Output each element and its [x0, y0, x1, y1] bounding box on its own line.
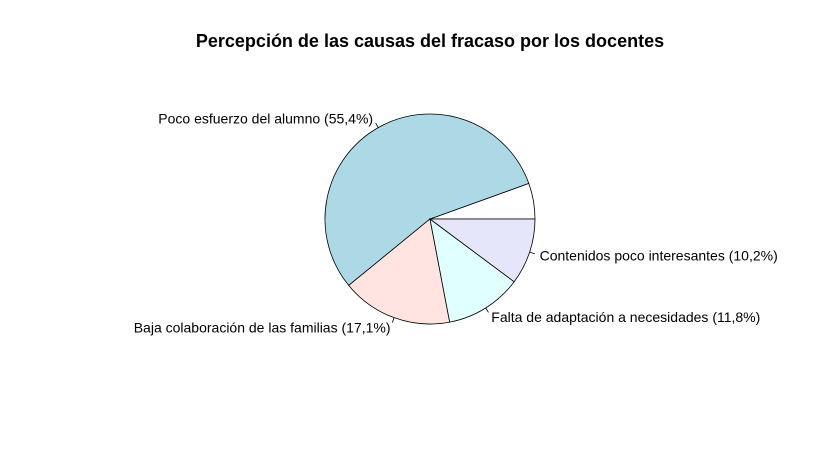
pie-slices	[324, 113, 536, 325]
pie-label-4: Falta de adaptación a necesidades (11,8%…	[491, 309, 760, 325]
pie-leader-line-2	[375, 122, 379, 128]
pie-slice-5	[428, 218, 536, 283]
pie-slice-2	[324, 113, 530, 286]
pie-leader-lines	[375, 122, 535, 323]
pie-leader-line-3	[391, 317, 395, 323]
pie-label-2: Poco esfuerzo del alumno (55,4%)	[158, 110, 373, 126]
pie-slice-4	[429, 218, 515, 323]
pie-slice-3	[348, 218, 451, 325]
pie-leader-line-5	[529, 251, 535, 255]
pie-label-5: Contenidos poco interesantes (10,2%)	[540, 247, 778, 263]
pie-leader-line-4	[485, 307, 489, 313]
pie-label-3: Baja colaboración de las familias (17,1%…	[134, 320, 391, 336]
pie-labels: Poco esfuerzo del alumno (55,4%) Baja col…	[134, 110, 778, 335]
chart-title: Percepción de las causas del fracaso por…	[196, 31, 664, 51]
